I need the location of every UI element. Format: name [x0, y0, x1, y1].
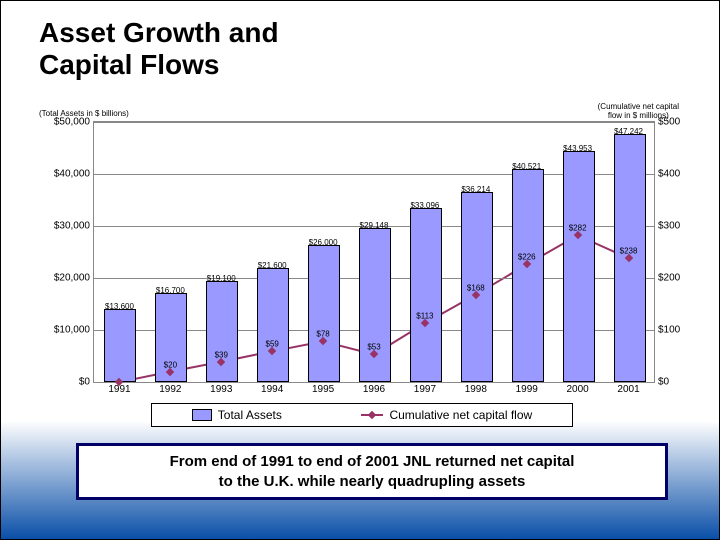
x-tick: 2000: [567, 384, 589, 395]
y-right-tick: $400: [654, 169, 680, 180]
y-right-tick: $500: [654, 117, 680, 128]
y-right-tick: $300: [654, 221, 680, 232]
line-point-label: $168: [467, 283, 485, 292]
bar-label: $21,600: [258, 261, 287, 270]
y-left-tick: $30,000: [54, 221, 94, 232]
x-tick: 2001: [617, 384, 639, 395]
line-point-label: $53: [367, 343, 380, 352]
line-point-label: $39: [215, 350, 228, 359]
x-tick: 1997: [414, 384, 436, 395]
slide-title: Asset Growth and Capital Flows: [39, 17, 279, 81]
bar: [563, 151, 595, 382]
x-tick: 1999: [516, 384, 538, 395]
bar-label: $13,600: [105, 302, 134, 311]
bar: [257, 268, 289, 382]
bar-label: $43,953: [563, 144, 592, 153]
x-tick: 1993: [210, 384, 232, 395]
x-tick: 1992: [159, 384, 181, 395]
bar-label: $36,214: [461, 185, 490, 194]
bar-label: $40,521: [512, 162, 541, 171]
legend-bar-label: Total Assets: [218, 408, 282, 422]
line-point-label: $238: [620, 247, 638, 256]
line-point-label: $20: [164, 360, 177, 369]
y-right-tick: $100: [654, 325, 680, 336]
bar-label: $47,242: [614, 127, 643, 136]
line-point-label: $282: [569, 224, 587, 233]
y-left-tick: $20,000: [54, 273, 94, 284]
line-swatch-icon: [361, 414, 383, 416]
y-right-tick: $0: [654, 377, 669, 388]
line-point-label: $113: [416, 312, 433, 321]
y-right-tick: $200: [654, 273, 680, 284]
line-point-label: $226: [518, 253, 536, 262]
bar: [308, 245, 340, 382]
y-left-tick: $0: [79, 377, 94, 388]
line-point-label: $59: [265, 340, 278, 349]
combo-chart: $0$0$10,000$100$20,000$200$30,000$300$40…: [93, 121, 655, 383]
bar-label: $26,000: [309, 238, 338, 247]
bar: [104, 309, 136, 382]
caption: From end of 1991 to end of 2001 JNL retu…: [76, 443, 668, 500]
grid-line: [94, 122, 654, 123]
y-left-tick: $40,000: [54, 169, 94, 180]
y-left-tick: $50,000: [54, 117, 94, 128]
x-tick: 1998: [465, 384, 487, 395]
legend-bar: Total Assets: [192, 408, 282, 422]
x-tick: 1994: [261, 384, 283, 395]
title-line2: Capital Flows: [39, 49, 219, 80]
bar: [410, 208, 442, 382]
title-line1: Asset Growth and: [39, 17, 279, 48]
bar: [206, 281, 238, 382]
y-left-tick: $10,000: [54, 325, 94, 336]
x-tick: 1995: [312, 384, 334, 395]
bar-swatch-icon: [192, 409, 212, 421]
bar: [359, 228, 391, 382]
bar-label: $16,700: [156, 286, 185, 295]
legend-line: Cumulative net capital flow: [361, 408, 532, 422]
bar-label: $33,096: [410, 201, 439, 210]
bar-label: $19,100: [207, 274, 236, 283]
bar-label: $29,148: [360, 221, 389, 230]
legend: Total Assets Cumulative net capital flow: [151, 403, 573, 427]
bar: [512, 169, 544, 382]
line-point-label: $78: [316, 330, 329, 339]
x-tick: 1996: [363, 384, 385, 395]
legend-line-label: Cumulative net capital flow: [389, 408, 532, 422]
